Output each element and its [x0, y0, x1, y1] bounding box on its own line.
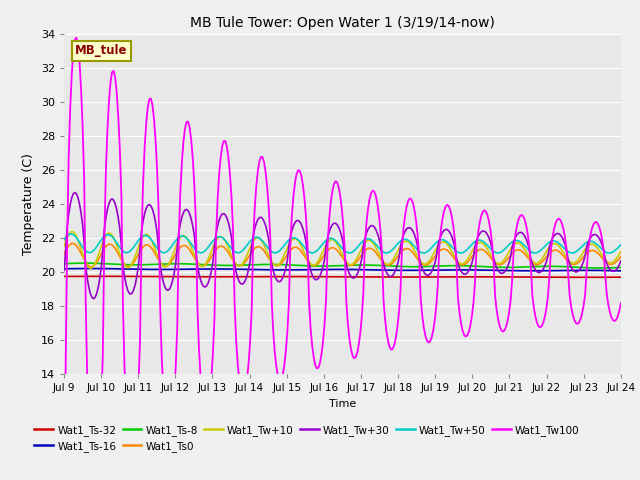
Title: MB Tule Tower: Open Water 1 (3/19/14-now): MB Tule Tower: Open Water 1 (3/19/14-now… — [190, 16, 495, 30]
Legend: Wat1_Ts-32, Wat1_Ts-16, Wat1_Ts-8, Wat1_Ts0, Wat1_Tw+10, Wat1_Tw+30, Wat1_Tw+50,: Wat1_Ts-32, Wat1_Ts-16, Wat1_Ts-8, Wat1_… — [30, 420, 584, 456]
Text: MB_tule: MB_tule — [75, 44, 127, 57]
Y-axis label: Temperature (C): Temperature (C) — [22, 153, 35, 255]
X-axis label: Time: Time — [329, 399, 356, 409]
